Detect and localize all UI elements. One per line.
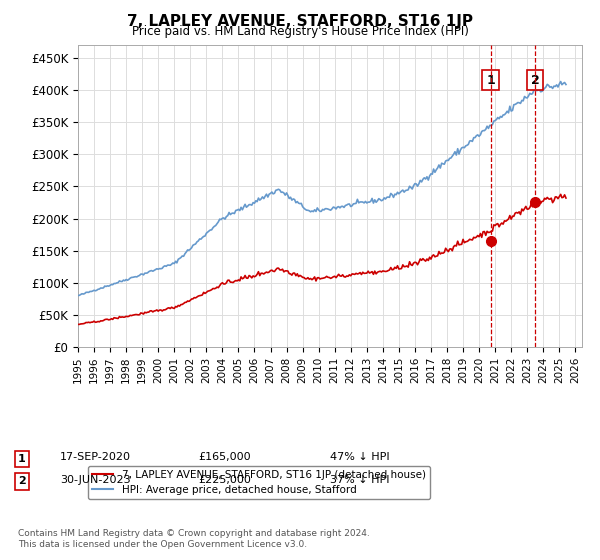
Text: 17-SEP-2020: 17-SEP-2020	[60, 452, 131, 463]
Text: £165,000: £165,000	[198, 452, 251, 463]
Text: 7, LAPLEY AVENUE, STAFFORD, ST16 1JP: 7, LAPLEY AVENUE, STAFFORD, ST16 1JP	[127, 14, 473, 29]
Text: 30-JUN-2023: 30-JUN-2023	[60, 475, 131, 485]
Text: 2: 2	[531, 74, 539, 87]
Text: 1: 1	[18, 454, 26, 464]
Text: 47% ↓ HPI: 47% ↓ HPI	[330, 452, 389, 463]
Text: 2: 2	[18, 477, 26, 487]
Text: 1: 1	[486, 74, 495, 87]
Text: Price paid vs. HM Land Registry's House Price Index (HPI): Price paid vs. HM Land Registry's House …	[131, 25, 469, 38]
Text: 37% ↓ HPI: 37% ↓ HPI	[330, 475, 389, 485]
Text: Contains HM Land Registry data © Crown copyright and database right 2024.
This d: Contains HM Land Registry data © Crown c…	[18, 529, 370, 549]
Legend: 7, LAPLEY AVENUE, STAFFORD, ST16 1JP (detached house), HPI: Average price, detac: 7, LAPLEY AVENUE, STAFFORD, ST16 1JP (de…	[88, 466, 430, 499]
Text: £225,000: £225,000	[198, 475, 251, 485]
